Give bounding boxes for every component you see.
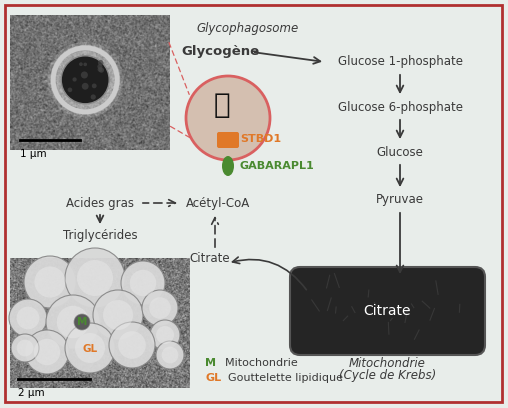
FancyBboxPatch shape (217, 132, 239, 148)
Text: Pyruvae: Pyruvae (376, 193, 424, 206)
Circle shape (9, 299, 47, 337)
Text: Citrate: Citrate (364, 304, 411, 318)
Text: 2 µm: 2 µm (18, 388, 45, 398)
Text: GL: GL (82, 344, 98, 354)
Circle shape (98, 67, 102, 72)
Circle shape (156, 341, 184, 369)
Text: ❦: ❦ (214, 93, 230, 120)
Circle shape (24, 256, 76, 308)
Ellipse shape (222, 156, 234, 176)
Circle shape (46, 295, 100, 349)
Circle shape (149, 297, 171, 319)
Circle shape (77, 260, 113, 296)
Circle shape (90, 94, 96, 100)
Text: Glucose 6-phosphate: Glucose 6-phosphate (337, 100, 462, 113)
Circle shape (47, 42, 123, 118)
Circle shape (83, 62, 87, 66)
Circle shape (121, 261, 165, 305)
Circle shape (17, 339, 34, 357)
Circle shape (99, 67, 104, 73)
Circle shape (130, 270, 156, 296)
FancyBboxPatch shape (290, 267, 485, 355)
Text: Acétyl-CoA: Acétyl-CoA (186, 197, 250, 209)
Circle shape (73, 78, 77, 82)
Circle shape (118, 331, 146, 359)
Circle shape (186, 76, 270, 160)
Circle shape (150, 320, 180, 350)
Circle shape (98, 64, 103, 69)
Circle shape (65, 248, 125, 308)
Circle shape (61, 56, 109, 104)
Circle shape (57, 306, 89, 338)
Circle shape (11, 334, 39, 362)
Text: Triglycérides: Triglycérides (62, 229, 137, 242)
Circle shape (74, 314, 90, 330)
Text: Citrate: Citrate (189, 251, 230, 264)
Text: STBD1: STBD1 (240, 134, 281, 144)
Text: Gouttelette lipidique: Gouttelette lipidique (221, 373, 343, 383)
Text: M: M (77, 317, 87, 327)
Text: (Cycle de Krebs): (Cycle de Krebs) (339, 369, 436, 382)
Circle shape (92, 84, 97, 88)
Text: Glucose 1-phosphate: Glucose 1-phosphate (337, 55, 462, 69)
Circle shape (156, 326, 174, 344)
Text: Mitochondrie: Mitochondrie (349, 357, 426, 370)
Circle shape (17, 306, 40, 329)
Circle shape (142, 290, 178, 326)
Circle shape (93, 290, 143, 340)
Text: 1 µm: 1 µm (20, 149, 47, 159)
Circle shape (65, 323, 115, 373)
Circle shape (75, 333, 105, 363)
Circle shape (34, 339, 60, 365)
Circle shape (162, 347, 178, 364)
Circle shape (50, 45, 120, 115)
Circle shape (82, 83, 88, 90)
Text: M: M (205, 358, 216, 368)
Text: Glucose: Glucose (376, 146, 424, 158)
Circle shape (81, 71, 88, 78)
Circle shape (98, 60, 104, 66)
Circle shape (35, 266, 66, 297)
Circle shape (109, 322, 155, 368)
Text: Glycophagosome: Glycophagosome (197, 22, 299, 35)
Text: Glycogène: Glycogène (181, 46, 259, 58)
Text: GL: GL (205, 373, 221, 383)
Circle shape (68, 88, 72, 92)
Text: Acides gras: Acides gras (66, 197, 134, 209)
Circle shape (25, 330, 69, 374)
Text: Mitochondrie: Mitochondrie (218, 358, 298, 368)
Circle shape (79, 62, 83, 66)
Circle shape (103, 300, 133, 330)
Text: GABARAPL1: GABARAPL1 (240, 161, 315, 171)
